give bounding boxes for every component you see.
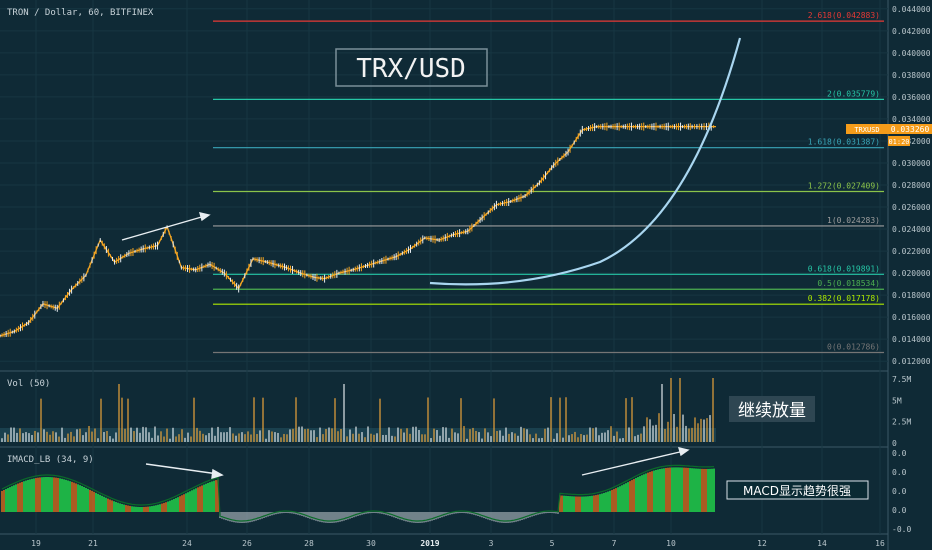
time-tick-label: 10 bbox=[666, 539, 676, 548]
time-tick-label: 30 bbox=[366, 539, 376, 548]
price-tick-label: 0.042000 bbox=[892, 27, 931, 36]
annotation-arrows bbox=[121, 212, 690, 479]
parabolic-curve bbox=[429, 37, 742, 286]
volume-tick-label: 2.5M bbox=[892, 418, 911, 427]
volume-tick-label: 7.5M bbox=[892, 375, 911, 384]
price-tick-label: 0.032000 bbox=[892, 137, 931, 146]
time-tick-label: 21 bbox=[88, 539, 98, 548]
macd-histogram bbox=[1, 464, 715, 523]
macd-right-arrowhead bbox=[678, 447, 690, 457]
symbol-tag bbox=[846, 124, 888, 134]
fib-level-label: 2(0.035779) bbox=[827, 89, 880, 98]
volume-note: 继续放量 bbox=[738, 401, 806, 421]
fib-level-label: 1.618(0.031387) bbox=[808, 138, 880, 147]
macd-note: MACD显示趋势很强 bbox=[743, 484, 851, 498]
price-tick-label: 0.034000 bbox=[892, 115, 931, 124]
macd-indicator-label: IMACD_LB (34, 9) bbox=[7, 455, 94, 465]
time-tick-label: 12 bbox=[757, 539, 767, 548]
fib-level-label: 0.618(0.019891) bbox=[808, 264, 880, 273]
price-tick-label: 0.040000 bbox=[892, 49, 931, 58]
volume-indicator-label: Vol (50) bbox=[7, 379, 50, 389]
price-tick-label: 0.012000 bbox=[892, 357, 931, 366]
time-tick-label: 19 bbox=[31, 539, 41, 548]
macd-right-arrow bbox=[581, 450, 685, 476]
macd-tick-label: 0.0 bbox=[892, 449, 907, 458]
macd-left-arrow bbox=[145, 463, 219, 475]
price-series bbox=[0, 122, 716, 338]
volume-tick-label: 5M bbox=[892, 396, 902, 405]
fib-level-label: 0(0.012786) bbox=[827, 343, 880, 352]
current-price-tag bbox=[888, 124, 932, 134]
price-trend-arrow bbox=[121, 215, 206, 241]
price-axis: 0.044000 0.042000 0.040000 0.038000 0.036000… bbox=[892, 5, 931, 366]
macd-tick-label: 0.0 bbox=[892, 506, 907, 515]
macd-tick-label: 0.0 bbox=[892, 468, 907, 477]
price-tick-label: 0.020000 bbox=[892, 269, 931, 278]
price-tick-label: 0.016000 bbox=[892, 313, 931, 322]
fib-level-label: 0.382(0.017178) bbox=[808, 294, 880, 303]
fib-level-label: 0.5(0.018534) bbox=[817, 279, 880, 288]
title-box bbox=[335, 48, 488, 87]
price-tick-label: 0.018000 bbox=[892, 291, 931, 300]
price-tick-label: 0.044000 bbox=[892, 5, 931, 14]
macd-tick-label: -0.0 bbox=[892, 525, 911, 534]
macd-note-box bbox=[726, 480, 869, 500]
price-trend-arrowhead bbox=[199, 212, 211, 222]
volume-axis: 7.5M 5M 2.5M 0 bbox=[892, 375, 911, 448]
time-tick-label: 5 bbox=[550, 539, 555, 548]
macd-left-arrowhead bbox=[211, 468, 224, 479]
current-price: 0.033260 bbox=[891, 125, 930, 134]
time-tick-label: 14 bbox=[817, 539, 827, 548]
fibonacci-levels: 2.618(0.042883) 2(0.035779) 1.618(0.031387… bbox=[213, 11, 884, 354]
price-tick-label: 0.036000 bbox=[892, 93, 931, 102]
chart-title: TRX/USD bbox=[356, 54, 466, 84]
macd-signal-line bbox=[1, 464, 715, 522]
symbol-header: TRON / Dollar, 60, BITFINEX bbox=[7, 8, 154, 18]
fib-level-label: 1(0.024283) bbox=[827, 216, 880, 225]
time-tick-label: 26 bbox=[242, 539, 252, 548]
volume-bars bbox=[0, 378, 716, 442]
time-tick-label: 24 bbox=[182, 539, 192, 548]
price-tick-label: 0.038000 bbox=[892, 71, 931, 80]
countdown: 01:20 bbox=[888, 138, 909, 146]
price-tick-label: 0.028000 bbox=[892, 181, 931, 190]
countdown-tag bbox=[888, 136, 910, 146]
time-axis: 19 21 24 26 28 30 2019 3 5 7 10 12 14 16 bbox=[31, 539, 885, 548]
macd-axis: 0.0 0.0 0.0 0.0 -0.0 bbox=[892, 449, 911, 534]
grid bbox=[0, 0, 888, 534]
price-tick-label: 0.022000 bbox=[892, 247, 931, 256]
fib-level-label: 2.618(0.042883) bbox=[808, 11, 880, 20]
symbol-tag-text: TRXUSD bbox=[854, 126, 879, 134]
price-tick-label: 0.024000 bbox=[892, 225, 931, 234]
volume-tick-label: 0 bbox=[892, 439, 897, 448]
price-tick-label: 0.014000 bbox=[892, 335, 931, 344]
time-tick-label: 16 bbox=[875, 539, 885, 548]
time-tick-label: 28 bbox=[304, 539, 314, 548]
price-tick-label: 0.026000 bbox=[892, 203, 931, 212]
fib-level-label: 1.272(0.027409) bbox=[808, 182, 880, 191]
macd-tick-label: 0.0 bbox=[892, 487, 907, 496]
price-tick-label: 0.030000 bbox=[892, 159, 931, 168]
volume-note-box bbox=[729, 396, 815, 422]
time-tick-label: 3 bbox=[489, 539, 494, 548]
time-tick-label: 7 bbox=[612, 539, 617, 548]
time-tick-label: 2019 bbox=[420, 539, 439, 548]
